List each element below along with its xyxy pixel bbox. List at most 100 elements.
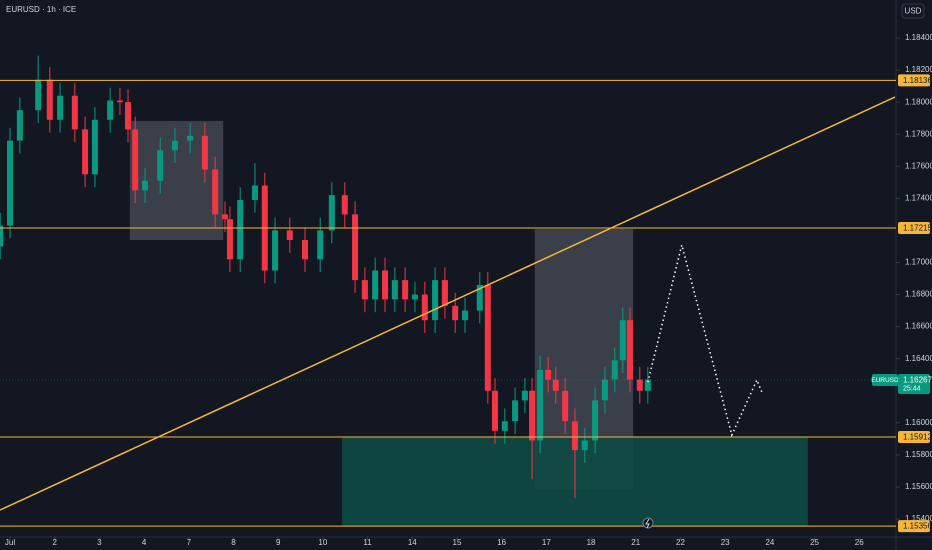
candle-body	[35, 79, 42, 111]
x-tick-label: 15	[453, 538, 462, 547]
candle-body	[46, 79, 53, 120]
candle-body	[328, 195, 335, 231]
candle-body	[441, 280, 448, 306]
x-tick-label: 26	[855, 538, 864, 547]
x-tick-label: 4	[142, 538, 147, 547]
chart-title: EURUSD · 1h · ICE	[6, 5, 76, 14]
level-tag	[898, 430, 930, 443]
candle-body	[125, 102, 132, 130]
x-tick-label: 18	[587, 538, 596, 547]
x-tick-label: 2	[52, 538, 57, 547]
candle-body	[501, 421, 508, 431]
candle-body	[302, 240, 309, 260]
symbol-tag	[872, 374, 898, 387]
x-tick-label: 8	[231, 538, 236, 547]
candle-body	[391, 280, 398, 300]
countdown-label: 25:44	[903, 385, 921, 392]
candle-body	[484, 284, 491, 391]
currency-button[interactable]	[901, 3, 925, 19]
x-tick-label: 3	[97, 538, 102, 547]
y-tick-label: 1.16000	[905, 418, 932, 427]
candle-body	[562, 390, 569, 422]
candle-body	[626, 320, 633, 380]
candle-body	[71, 95, 78, 130]
candle-body	[619, 320, 626, 361]
candle-body	[82, 129, 89, 175]
x-tick-label: 17	[542, 538, 551, 547]
candle-body	[317, 230, 324, 260]
y-tick-label: 1.17000	[905, 258, 932, 267]
last-price-tag	[898, 374, 930, 395]
level-tag	[898, 222, 930, 235]
x-tick-label: 10	[318, 538, 327, 547]
events-icon[interactable]	[642, 517, 654, 529]
currency[interactable]: USD	[905, 7, 922, 16]
candle-body	[222, 214, 229, 220]
y-tick-label: 1.17800	[905, 129, 932, 138]
candle-body	[512, 400, 519, 422]
candle-body	[226, 219, 233, 260]
x-tick-label: Jul	[5, 538, 15, 547]
x-tick-label: 21	[631, 538, 640, 547]
last-price-label: 1.16267	[903, 376, 932, 385]
candle-body	[601, 379, 608, 401]
candle-body	[107, 100, 114, 120]
x-tick-label: 9	[276, 538, 281, 547]
candle-body	[545, 369, 552, 380]
candle-body	[361, 280, 368, 300]
level-label: 1.18136	[903, 76, 932, 85]
y-tick-label: 1.17400	[905, 193, 932, 202]
events-bolt	[645, 518, 650, 529]
candle-body	[7, 140, 14, 226]
trend-line	[0, 96, 896, 511]
candle-body	[382, 270, 389, 300]
candle-body	[421, 294, 428, 321]
candle-body	[592, 400, 599, 441]
candle-body	[529, 390, 536, 441]
candle-body	[16, 110, 23, 141]
projection-path	[647, 244, 763, 438]
level-tag	[898, 520, 930, 533]
candle-body	[157, 150, 164, 181]
candle-body	[116, 100, 123, 103]
x-tick-label: 25	[810, 538, 819, 547]
candle-body	[372, 270, 379, 300]
y-tick-label: 1.15600	[905, 482, 932, 491]
y-tick-label: 1.16800	[905, 290, 932, 299]
candle-body	[402, 280, 409, 300]
candle-body	[537, 369, 544, 441]
candle-body	[91, 119, 98, 175]
y-tick-label: 1.18400	[905, 33, 932, 42]
y-tick-label: 1.18000	[905, 97, 932, 106]
level-tag	[898, 74, 930, 87]
candle-body	[581, 440, 588, 451]
x-tick-label: 16	[497, 538, 506, 547]
candle-body	[132, 129, 139, 191]
candle-body	[187, 135, 194, 141]
candle-body	[644, 379, 651, 391]
candle-body	[352, 214, 359, 281]
zone-box	[129, 120, 224, 241]
candle-body	[201, 135, 208, 170]
symbol-label: EURUSD	[871, 377, 899, 384]
level-label: 1.15356	[903, 522, 932, 531]
x-tick-label: 24	[765, 538, 774, 547]
level-label: 1.15912	[903, 433, 932, 442]
candle-body	[286, 230, 293, 241]
candle-body	[251, 185, 258, 200]
x-tick-label: 22	[676, 538, 685, 547]
candle-body	[462, 310, 469, 321]
x-tick-label: 14	[408, 538, 417, 547]
y-tick-label: 1.17600	[905, 161, 932, 170]
candle-body	[272, 230, 279, 271]
candle-body	[141, 180, 148, 191]
y-tick-label: 1.15400	[905, 514, 932, 523]
candle-body	[571, 421, 578, 451]
y-tick-label: 1.16600	[905, 322, 932, 331]
y-tick-label: 1.18200	[905, 65, 932, 74]
x-tick-label: 11	[363, 538, 372, 547]
y-tick-label: 1.15800	[905, 450, 932, 459]
candle-body	[476, 284, 483, 311]
